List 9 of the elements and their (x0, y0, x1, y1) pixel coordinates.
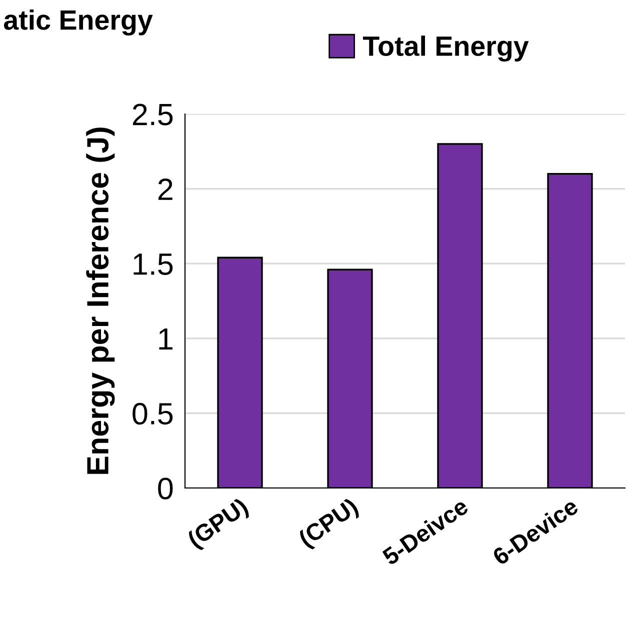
text: atic Energy (4, 9, 153, 36)
y-tick-label: 2.5 (132, 104, 173, 126)
legend-label: Total Energy (362, 36, 529, 62)
y-tick-label: 0 (158, 478, 173, 500)
y-tick-label: 2 (158, 178, 172, 200)
y-axis-title: Energy per Inference (J) (86, 128, 115, 474)
y-tick-label: 1.5 (134, 254, 173, 275)
y-tick-label: 1 (159, 328, 172, 350)
y-tick-label: 0.5 (132, 402, 173, 425)
